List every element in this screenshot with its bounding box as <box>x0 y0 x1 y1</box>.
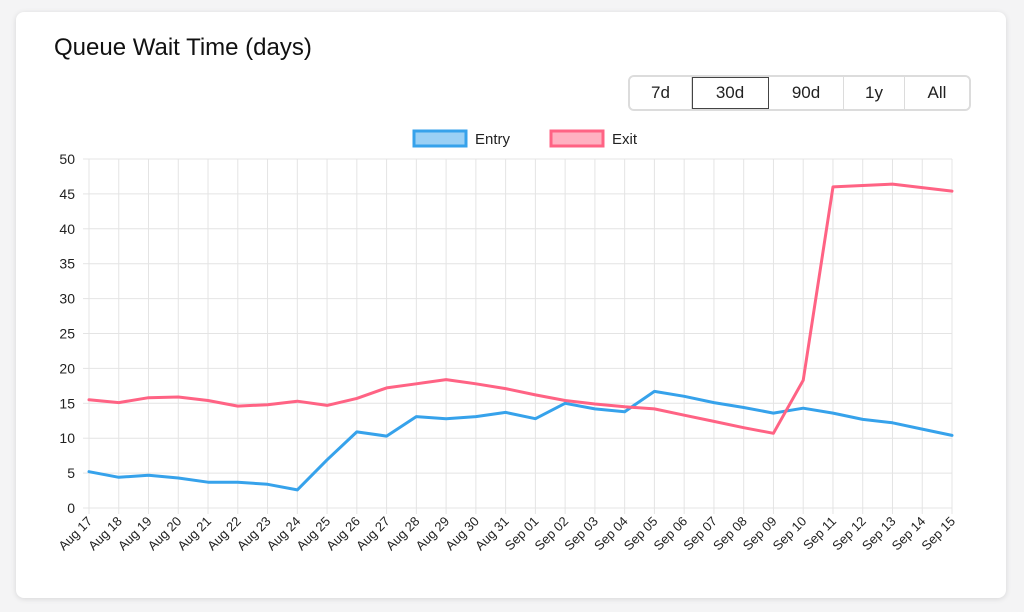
y-tick-label: 0 <box>67 500 75 516</box>
time-range-selector: 7d 30d 90d 1y All <box>628 75 971 111</box>
range-all-button[interactable]: All <box>905 77 969 109</box>
series-line-entry <box>87 389 954 492</box>
series-line-exit <box>87 182 954 435</box>
chart-card: Queue Wait Time (days) 7d 30d 90d 1y All <box>16 12 1006 598</box>
y-tick-label: 20 <box>59 360 75 376</box>
x-tick-label: Sep 15 <box>918 514 958 554</box>
legend-swatch-entry <box>412 129 468 148</box>
legend-swatch-exit <box>549 129 605 148</box>
legend-label-exit: Exit <box>612 131 638 148</box>
range-90d-button[interactable]: 90d <box>769 77 844 109</box>
y-tick-label: 30 <box>59 291 75 307</box>
range-1y-button[interactable]: 1y <box>844 77 905 109</box>
page-title: Queue Wait Time (days) <box>54 34 312 61</box>
y-tick-label: 15 <box>59 395 75 411</box>
legend-label-entry: Entry <box>475 131 511 148</box>
y-tick-label: 40 <box>59 221 75 237</box>
range-7d-button[interactable]: 7d <box>630 77 692 109</box>
y-tick-label: 45 <box>59 186 75 202</box>
x-tick-label: Sep 10 <box>770 514 810 554</box>
y-tick-label: 25 <box>59 326 75 342</box>
y-tick-label: 10 <box>59 430 75 446</box>
y-tick-label: 50 <box>59 151 75 167</box>
y-tick-label: 5 <box>67 465 75 481</box>
range-30d-button[interactable]: 30d <box>692 77 769 109</box>
y-tick-label: 35 <box>59 256 75 272</box>
